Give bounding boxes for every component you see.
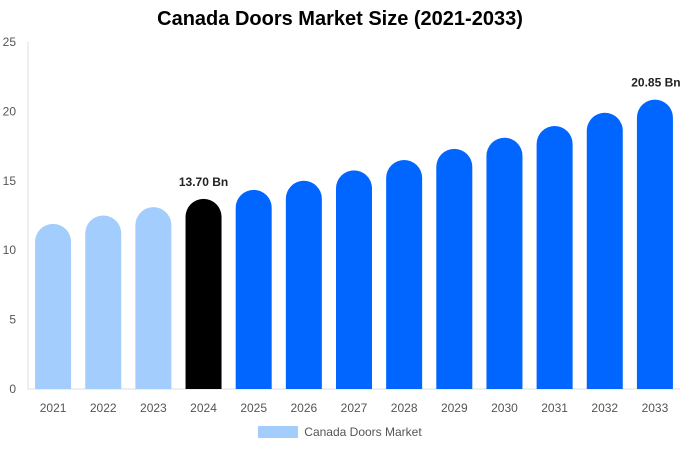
- legend-swatch: [258, 426, 299, 438]
- x-tick-label: 2029: [441, 401, 468, 415]
- x-tick-label: 2033: [642, 401, 669, 415]
- bar-2033: [636, 99, 673, 390]
- x-tick-label: 2030: [491, 401, 518, 415]
- chart-title: Canada Doors Market Size (2021-2033): [157, 8, 523, 30]
- bar-2027: [336, 170, 372, 389]
- x-tick-label: 2024: [190, 401, 217, 415]
- bar-2028: [386, 159, 423, 389]
- bar-2031: [536, 125, 573, 389]
- x-tick-label: 2021: [40, 401, 67, 415]
- x-tick-label: 2028: [391, 401, 418, 415]
- y-tick-label: 25: [3, 35, 17, 49]
- x-tick-label: 2023: [140, 401, 167, 415]
- bar-2026: [285, 180, 322, 389]
- legend-label: Canada Doors Market: [304, 425, 422, 439]
- x-tick-label: 2022: [90, 401, 117, 415]
- x-tick-label: 2027: [341, 401, 368, 415]
- x-tick-label: 2032: [591, 401, 618, 415]
- y-tick-label: 20: [3, 104, 17, 118]
- y-tick-label: 0: [9, 382, 16, 396]
- y-tick-label: 15: [3, 174, 17, 188]
- bar-2032: [586, 112, 623, 389]
- data-label: 13.70 Bn: [179, 175, 228, 189]
- y-tick-label: 10: [3, 243, 17, 257]
- bar-2030: [486, 137, 523, 389]
- x-tick-label: 2031: [541, 401, 568, 415]
- bar-2029: [436, 148, 473, 389]
- bar-2025: [235, 189, 272, 389]
- bar-2021: [35, 223, 72, 389]
- bar-2024: [185, 198, 222, 389]
- y-tick-label: 5: [9, 313, 16, 327]
- bar-2022: [85, 215, 122, 389]
- data-label: 20.85 Bn: [631, 76, 680, 90]
- legend: Canada Doors Market: [0, 425, 680, 439]
- bar-2023: [135, 207, 172, 389]
- x-tick-label: 2025: [240, 401, 267, 415]
- x-tick-label: 2026: [290, 401, 317, 415]
